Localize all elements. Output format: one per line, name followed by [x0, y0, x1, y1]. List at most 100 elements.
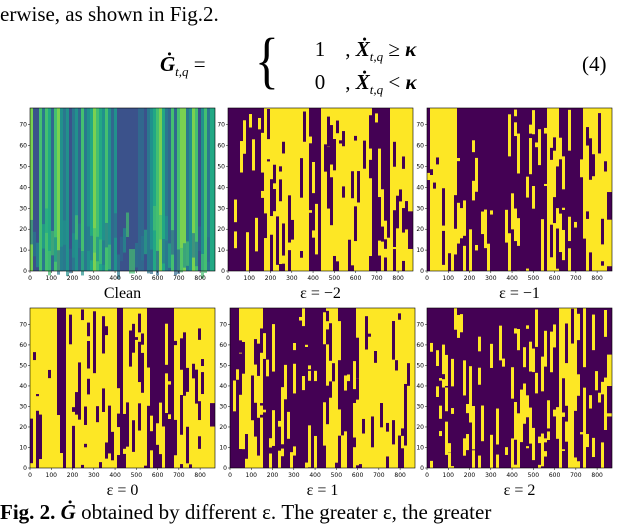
heatmap-cell: [595, 371, 598, 390]
heatmap-cell: [511, 451, 514, 468]
x-tick-label: 700: [173, 472, 185, 479]
heatmap-cell: [348, 240, 351, 271]
heatmap-cell: [338, 321, 341, 360]
heatmap-cell: [550, 332, 553, 373]
heatmap-cell: [159, 108, 162, 271]
heatmap-cell: [592, 315, 595, 351]
x-tick-label: 500: [131, 275, 143, 282]
heatmap-cell: [496, 108, 499, 271]
heatmap-cell: [87, 323, 90, 337]
heatmap-cell: [374, 351, 377, 363]
y-tick-label: 10: [19, 444, 27, 451]
heatmap-cell: [329, 323, 332, 361]
heatmap-cell: [517, 449, 520, 468]
heatmap-cell: [351, 265, 354, 271]
heatmap-cell: [547, 400, 550, 428]
heatmap-cell: [532, 110, 535, 134]
heatmap-cell: [282, 264, 285, 271]
heatmap-cell: [33, 232, 36, 256]
heatmap-cell: [189, 108, 192, 271]
heatmap-cell: [266, 360, 269, 377]
heatmap-cell: [436, 108, 439, 271]
heatmap-cell: [66, 108, 69, 271]
heatmap-cell: [550, 225, 553, 258]
heatmap-cell: [336, 121, 339, 134]
heatmap-cell: [279, 179, 282, 201]
symbol: Ġ: [160, 52, 175, 76]
heatmap-cell: [395, 360, 398, 370]
y-tick-label: 60: [217, 143, 225, 150]
x-tick-label: 800: [194, 472, 206, 479]
y-tick-label: 50: [416, 362, 424, 369]
heatmap-cell: [281, 449, 284, 457]
heatmap-cell: [260, 328, 263, 352]
heatmap-cell: [445, 108, 448, 271]
x-tick-label: 400: [307, 275, 319, 282]
heatmap-cell: [201, 372, 204, 394]
heatmap-cell: [120, 308, 123, 468]
heatmap-cell: [303, 112, 306, 142]
symbol: Ẋ: [356, 70, 370, 94]
heatmap-cell: [598, 122, 601, 128]
heatmap-cell: [255, 218, 258, 252]
heatmap-cell: [189, 217, 192, 241]
heatmap-cell: [499, 108, 502, 271]
heatmap-cell: [129, 108, 132, 271]
heatmap-cell: [369, 115, 372, 148]
heatmap-cell: [466, 108, 469, 271]
heatmap-cell: [326, 311, 329, 321]
comma: ,: [345, 37, 350, 61]
heatmap-cell: [174, 251, 177, 275]
heatmap-cell: [129, 331, 132, 367]
heatmap-cell: [526, 395, 529, 417]
x-tick-label: 100: [244, 275, 256, 282]
heatmap-cell: [565, 323, 568, 363]
heatmap-cell: [150, 450, 153, 468]
y-tick-label: 30: [416, 403, 424, 410]
heatmap-cell: [87, 341, 90, 369]
heatmap-cell: [84, 407, 87, 425]
x-tick-label: 400: [109, 472, 121, 479]
heatmap-cell: [336, 261, 339, 271]
heatmap-cell: [445, 422, 448, 455]
heatmap-cell: [607, 357, 612, 386]
heatmap-cell: [287, 412, 290, 439]
heatmap-cell: [577, 314, 580, 340]
heatmap-cell: [402, 108, 405, 271]
heatmap-cell: [589, 395, 592, 408]
heatmap-cell: [607, 192, 612, 220]
heatmap-cell: [48, 251, 51, 275]
heatmap-cell: [583, 308, 586, 468]
heatmap-cell: [463, 246, 466, 271]
heatmap-cell: [246, 264, 249, 267]
y-tick-label: 50: [217, 164, 225, 171]
heatmap-cell: [168, 414, 171, 419]
panel-label: ε = 0: [107, 482, 139, 499]
heatmap-cell: [171, 230, 174, 254]
heatmap-cell: [60, 308, 63, 468]
heatmap-cell: [48, 370, 51, 378]
heatmap-cell: [321, 108, 324, 271]
case: 1 , Ẋt,q ≥ κ: [300, 37, 416, 65]
y-tick-label: 10: [416, 444, 424, 451]
heatmap-cell: [282, 142, 285, 154]
heatmap-cell: [517, 134, 520, 174]
heatmap-cell: [138, 108, 141, 271]
heatmap-cell: [357, 171, 360, 193]
heatmap-cell: [408, 211, 413, 249]
heatmap-cell: [460, 314, 463, 332]
y-tick-label: 20: [19, 424, 27, 431]
heatmap-cell: [407, 308, 410, 468]
heatmap-cell: [291, 108, 294, 271]
heatmap-cell: [186, 241, 189, 265]
heatmap-cell: [589, 138, 592, 179]
heatmap-cell: [574, 222, 577, 228]
x-tick-label: 0: [28, 275, 32, 282]
heatmap-cell: [517, 413, 520, 449]
heatmap-cell: [601, 219, 604, 245]
heatmap-cell: [198, 226, 201, 250]
heatmap-cell: [48, 108, 51, 271]
heatmap-cell: [514, 402, 517, 440]
heatmap-cell: [532, 186, 535, 209]
y-tick-label: 0: [23, 268, 27, 275]
